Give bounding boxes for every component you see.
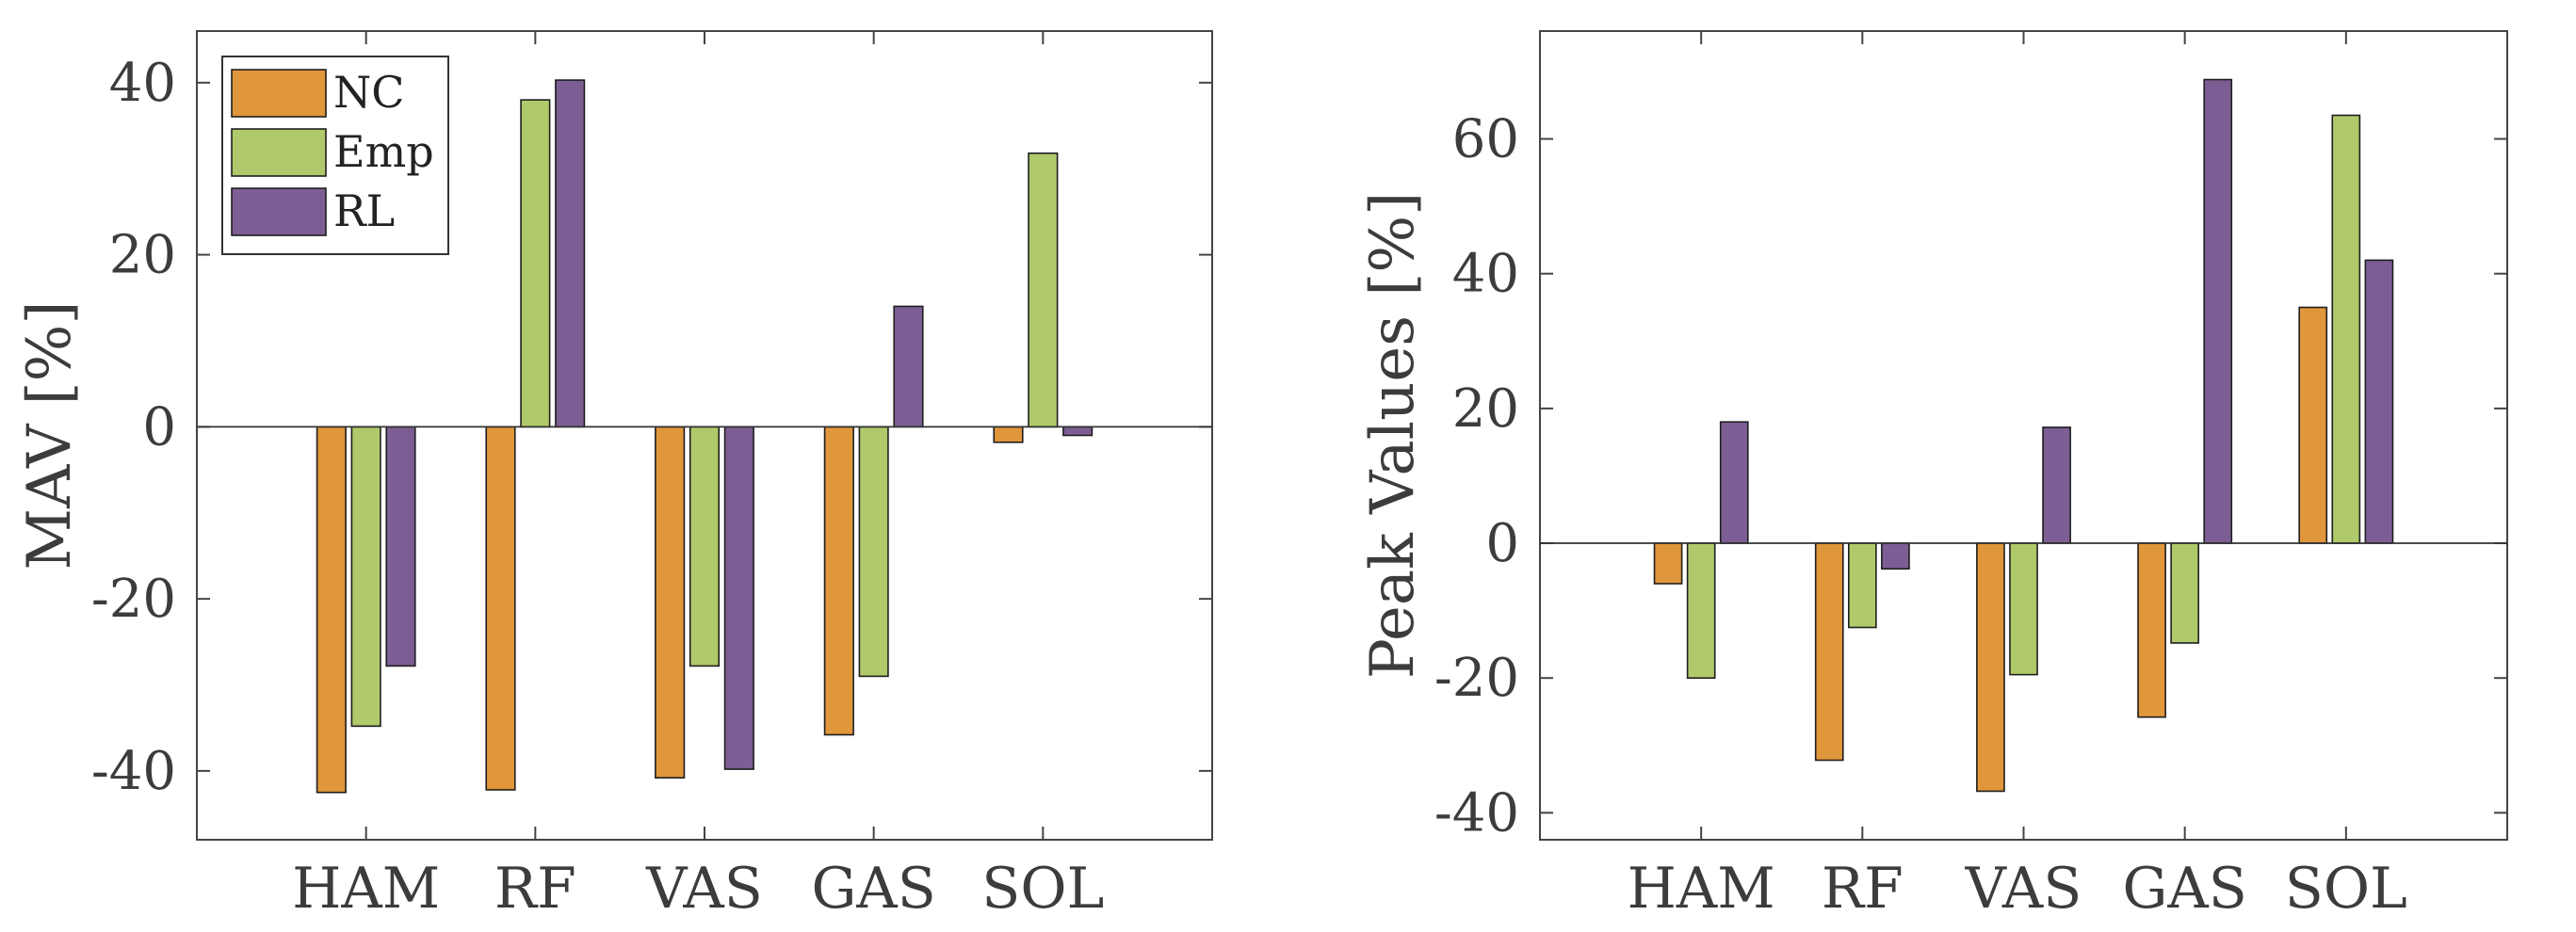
bar-rl-sol — [1062, 426, 1094, 437]
legend: NC Emp RL — [221, 56, 449, 255]
x-tick-label: HAM — [292, 856, 440, 922]
bar-emp-ham — [1686, 542, 1716, 679]
x-tick-label: HAM — [1628, 856, 1775, 922]
bar-rl-ham — [1719, 421, 1749, 544]
x-tick-label: RF — [494, 856, 576, 922]
x-tick-label: SOL — [981, 856, 1104, 922]
bar-emp-rf — [520, 99, 551, 428]
bar-emp-sol — [1028, 152, 1059, 428]
chart-2: -40 -20 0 20 40 60 HAM RF VAS GAS SOL Peak Values [… — [1358, 30, 2508, 922]
bar-rl-vas — [2042, 426, 2071, 544]
bar-rl-gas — [893, 305, 924, 428]
x-tick-label: RF — [1822, 856, 1904, 922]
bar-emp-ham — [350, 426, 381, 728]
legend-label-rl: RL — [333, 185, 395, 236]
y-tick-label: -40 — [1434, 782, 1519, 844]
y-tick-label: -20 — [1434, 648, 1519, 709]
bar-nc-vas — [655, 426, 686, 779]
chart-1: -40 -20 0 20 40 HAM RF VAS GAS SOL MAV [%] NC Emp RL — [15, 30, 1213, 922]
x-tick-label: GAS — [811, 856, 935, 922]
bar-emp-vas — [689, 426, 721, 667]
bar-nc-ham — [316, 426, 347, 794]
y-axis-title: Peak Values [%] — [1358, 192, 1428, 679]
legend-swatch-emp — [231, 128, 327, 177]
legend-label-nc: NC — [333, 67, 404, 118]
bar-nc-rf — [485, 426, 516, 791]
y-tick-label: 20 — [1452, 378, 1519, 440]
bar-nc-gas — [2137, 542, 2166, 718]
bar-emp-gas — [858, 426, 889, 678]
y-tick-label: 40 — [109, 53, 176, 114]
bar-nc-gas — [823, 426, 854, 736]
axes-box — [1539, 30, 2508, 841]
bar-rl-gas — [2203, 78, 2233, 544]
bar-emp-vas — [2009, 542, 2038, 676]
bar-rl-rf — [1881, 542, 1910, 570]
bar-rl-sol — [2364, 259, 2394, 544]
y-tick-label: -20 — [91, 569, 176, 630]
bar-rl-rf — [555, 79, 586, 428]
bar-rl-vas — [723, 426, 754, 770]
bar-nc-ham — [1653, 542, 1683, 585]
bar-rl-ham — [385, 426, 416, 667]
bar-nc-vas — [1976, 542, 2005, 793]
bar-nc-rf — [1814, 542, 1844, 762]
x-tick-label: VAS — [645, 856, 763, 922]
legend-swatch-nc — [231, 69, 327, 118]
bar-emp-sol — [2331, 114, 2361, 544]
bar-nc-sol — [2298, 306, 2328, 544]
y-axis-title: MAV [%] — [15, 301, 85, 570]
x-tick-label: GAS — [2122, 856, 2246, 922]
x-tick-label: SOL — [2285, 856, 2407, 922]
y-tick-label: 60 — [1452, 109, 1519, 170]
y-tick-label: 20 — [109, 225, 176, 286]
legend-swatch-rl — [231, 187, 327, 236]
x-tick-label: VAS — [1965, 856, 2082, 922]
bar-nc-sol — [993, 426, 1024, 443]
legend-label-emp: Emp — [333, 126, 434, 177]
bar-emp-rf — [1847, 542, 1877, 629]
y-tick-label: 0 — [1485, 513, 1519, 574]
y-tick-label: 40 — [1452, 244, 1519, 305]
bar-emp-gas — [2170, 542, 2200, 644]
y-tick-label: -40 — [91, 741, 176, 802]
y-tick-label: 0 — [142, 396, 176, 458]
